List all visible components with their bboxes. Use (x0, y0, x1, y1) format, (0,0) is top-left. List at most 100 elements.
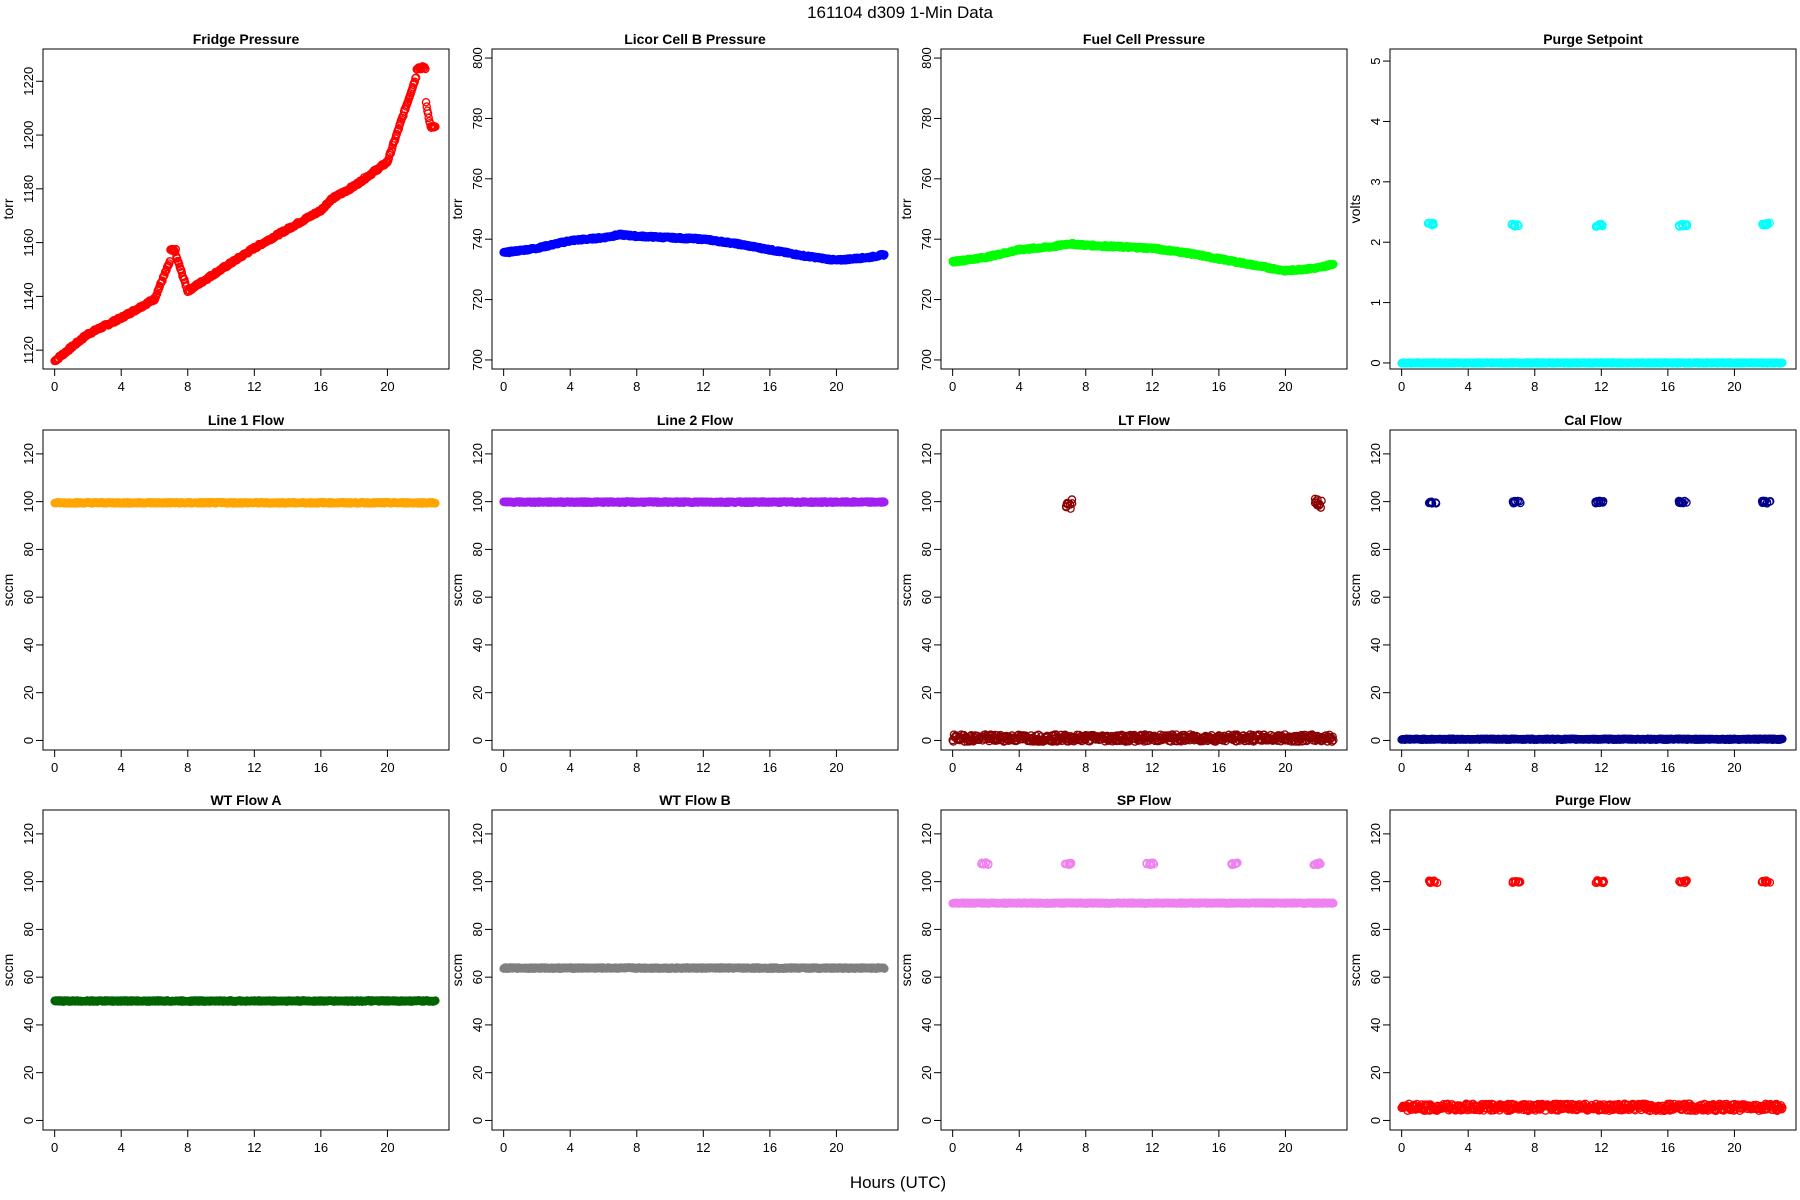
panel-title: Line 2 Flow (657, 412, 733, 428)
panel-title: Fridge Pressure (193, 31, 300, 47)
plot-frame (491, 429, 899, 751)
y-tick-label: 60 (919, 590, 934, 604)
x-tick-label: 4 (118, 1140, 125, 1155)
data-point (431, 122, 440, 132)
panel-title: Cal Flow (1564, 412, 1622, 428)
y-tick-label: 780 (470, 108, 485, 130)
data-point (158, 276, 167, 285)
plot-frame (1389, 429, 1797, 751)
x-tick-label: 12 (1594, 760, 1608, 775)
y-tick-label: 1220 (21, 67, 36, 96)
panel-title: WT Flow A (210, 792, 281, 808)
y-axis-label: sccm (0, 574, 16, 607)
x-tick-label: 8 (1082, 760, 1089, 775)
y-tick-label: 80 (21, 542, 36, 556)
x-tick-label: 16 (763, 760, 777, 775)
plot-frame (491, 48, 899, 370)
y-tick-label: 0 (1368, 359, 1383, 366)
y-tick-label: 0 (21, 1117, 36, 1124)
y-tick-label: 780 (919, 108, 934, 130)
y-tick-label: 120 (1368, 443, 1383, 465)
y-tick-label: 720 (919, 289, 934, 311)
y-tick-label: 60 (21, 590, 36, 604)
data-point (411, 73, 421, 82)
y-axis-label: sccm (0, 954, 16, 987)
y-tick-label: 700 (470, 349, 485, 371)
y-tick-label: 1140 (21, 282, 36, 310)
x-tick-label: 12 (1145, 379, 1159, 394)
y-tick-label: 800 (470, 47, 485, 69)
y-tick-label: 100 (21, 491, 36, 513)
y-tick-label: 80 (1368, 542, 1383, 556)
x-tick-label: 20 (380, 1140, 394, 1155)
x-tick-label: 4 (567, 379, 574, 394)
data-point (410, 77, 419, 87)
plot-frame (940, 48, 1348, 370)
x-tick-label: 20 (1727, 379, 1741, 394)
x-tick-label: 0 (1398, 760, 1405, 775)
x-tick-label: 20 (829, 760, 843, 775)
x-tick-label: 12 (247, 1140, 261, 1155)
x-tick-label: 8 (633, 760, 640, 775)
x-tick-label: 12 (1145, 760, 1159, 775)
data-series (50, 996, 440, 1006)
data-point (880, 250, 889, 259)
y-tick-label: 60 (1368, 590, 1383, 604)
x-tick-label: 4 (118, 379, 125, 394)
y-tick-label: 0 (470, 737, 485, 744)
x-tick-label: 0 (51, 760, 58, 775)
y-tick-label: 20 (21, 685, 36, 699)
y-tick-label: 80 (470, 542, 485, 556)
y-tick-label: 0 (1368, 737, 1383, 744)
x-tick-label: 16 (1661, 760, 1675, 775)
y-axis-label: torr (898, 198, 914, 219)
data-point (1682, 221, 1691, 231)
y-tick-label: 700 (919, 349, 934, 371)
x-tick-label: 16 (1212, 760, 1226, 775)
y-tick-label: 5 (1368, 57, 1383, 64)
x-tick-label: 20 (1278, 760, 1292, 775)
x-tick-label: 0 (949, 760, 956, 775)
panel: Fridge Pressure112011401160118012001220t… (0, 31, 450, 394)
x-tick-label: 8 (1531, 379, 1538, 394)
y-axis-label: torr (0, 198, 16, 219)
x-tick-label: 4 (1465, 379, 1472, 394)
y-tick-label: 0 (919, 737, 934, 744)
y-axis-label: sccm (1347, 574, 1363, 607)
y-tick-label: 100 (1368, 491, 1383, 513)
x-tick-label: 4 (567, 760, 574, 775)
y-tick-label: 40 (1368, 638, 1383, 652)
x-tick-label: 4 (1465, 760, 1472, 775)
y-axis-label: sccm (898, 574, 914, 607)
y-axis-label: volts (1347, 195, 1363, 224)
data-point (1591, 222, 1601, 231)
panel-title: Purge Setpoint (1543, 31, 1643, 47)
data-series (499, 229, 889, 265)
panel-title: Fuel Cell Pressure (1083, 31, 1205, 47)
data-series (948, 494, 1338, 746)
y-tick-label: 40 (21, 638, 36, 652)
y-tick-label: 720 (470, 289, 485, 311)
data-point (1778, 358, 1787, 368)
y-tick-label: 20 (470, 685, 485, 699)
y-tick-label: 40 (21, 1018, 36, 1032)
data-point (424, 113, 433, 123)
y-tick-label: 20 (919, 685, 934, 699)
y-tick-label: 80 (21, 922, 36, 936)
panels-grid: Fridge Pressure112011401160118012001220t… (0, 31, 1797, 1155)
y-tick-label: 1120 (21, 336, 36, 364)
x-tick-label: 20 (1727, 760, 1741, 775)
x-tick-label: 8 (1082, 379, 1089, 394)
y-tick-label: 120 (919, 443, 934, 465)
x-tick-label: 8 (184, 379, 191, 394)
data-point (423, 109, 433, 118)
y-tick-label: 80 (919, 542, 934, 556)
y-tick-label: 60 (21, 970, 36, 984)
x-tick-label: 0 (949, 379, 956, 394)
data-point (1424, 218, 1433, 228)
data-point (165, 257, 175, 266)
